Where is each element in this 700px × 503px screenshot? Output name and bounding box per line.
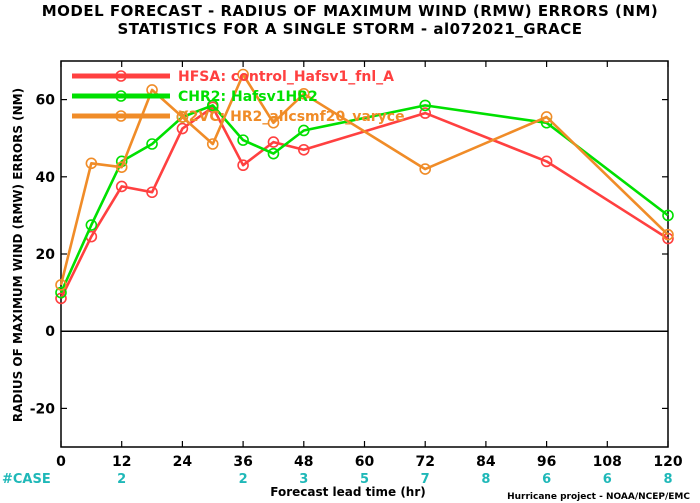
series-layer (55, 68, 674, 305)
data-point (267, 116, 280, 129)
data-point (419, 163, 432, 175)
data-point (85, 157, 98, 170)
x-tick-label: 72 (415, 454, 434, 470)
data-point (55, 279, 67, 291)
case-count: 2 (117, 472, 126, 487)
data-point (206, 138, 219, 150)
x-tick-label: 12 (112, 454, 131, 470)
legend-label-2: X2VC: HR2_allcsmf20_varyce (178, 109, 405, 125)
data-point (297, 124, 310, 137)
case-count: 2 (239, 472, 248, 487)
case-count: 6 (542, 472, 551, 487)
data-point (662, 209, 674, 222)
y-axis-label: RADIUS OF MAXIMUM WIND (RMW) ERRORS (NM) (11, 88, 25, 422)
chart-title-line2: STATISTICS FOR A SINGLE STORM - al072021… (118, 20, 583, 38)
case-count: 7 (421, 472, 430, 487)
legend-marker-1 (115, 90, 127, 102)
series-line-1 (59, 104, 669, 294)
legend-label-0: HFSA: control_Hafsv1_fnl_A (178, 69, 394, 85)
case-count-label: #CASE (2, 472, 51, 487)
y-tick-label: 60 (36, 93, 56, 109)
data-point (85, 219, 98, 231)
data-point (297, 143, 310, 156)
x-tick-label: 108 (593, 454, 622, 470)
x-tick-label: 60 (355, 454, 375, 470)
case-count: 8 (663, 472, 672, 487)
case-count: 3 (299, 472, 308, 487)
data-point (297, 88, 310, 100)
x-tick-label: 48 (294, 454, 313, 470)
data-point (419, 99, 432, 112)
data-point (662, 228, 674, 241)
data-point (146, 186, 158, 199)
case-count: 6 (603, 472, 612, 487)
data-point (237, 68, 249, 81)
data-point (115, 161, 128, 173)
legend-marker-2 (115, 110, 127, 122)
data-point (237, 159, 249, 172)
data-point (115, 180, 128, 193)
series-line-0 (59, 106, 669, 299)
legend-label-1: CHR2: Hafsv1HR2 (178, 89, 318, 105)
chart-title-line1: MODEL FORECAST - RADIUS OF MAXIMUM WIND … (42, 2, 659, 20)
x-tick-label: 84 (476, 454, 496, 470)
y-tick-label: 20 (36, 247, 56, 263)
data-point (540, 155, 553, 168)
data-point (237, 134, 249, 146)
data-point (55, 292, 67, 305)
data-point (176, 122, 189, 135)
axis-ticks: 0 12 24 36 48 60 72 84 96 108 120 -20 0 20 40 60 2 2 3 5 7 8 6… (30, 61, 683, 487)
case-count: 5 (360, 472, 369, 487)
data-point (540, 111, 553, 123)
x-tick-label: 24 (173, 454, 193, 470)
x-tick-label: 120 (653, 454, 682, 470)
data-point (55, 286, 67, 299)
data-point (176, 111, 189, 123)
x-tick-label: 36 (233, 454, 252, 470)
case-count: 8 (481, 472, 490, 487)
y-tick-label: 0 (45, 324, 55, 340)
y-tick-label: -20 (30, 401, 56, 417)
data-point (206, 99, 219, 112)
legend-marker-0 (115, 70, 127, 82)
credit-text: Hurricane project - NOAA/NCEP/EMC (507, 492, 690, 502)
legend: HFSA: control_Hafsv1_fnl_A CHR2: Hafsv1HR… (72, 69, 405, 125)
x-axis-label: Forecast lead time (hr) (270, 485, 426, 499)
data-point (146, 138, 158, 150)
data-point (419, 107, 432, 119)
data-point (267, 147, 280, 160)
data-point (267, 136, 280, 148)
x-tick-label: 96 (537, 454, 556, 470)
x-tick-label: 0 (56, 454, 66, 470)
y-tick-label: 40 (36, 170, 56, 186)
